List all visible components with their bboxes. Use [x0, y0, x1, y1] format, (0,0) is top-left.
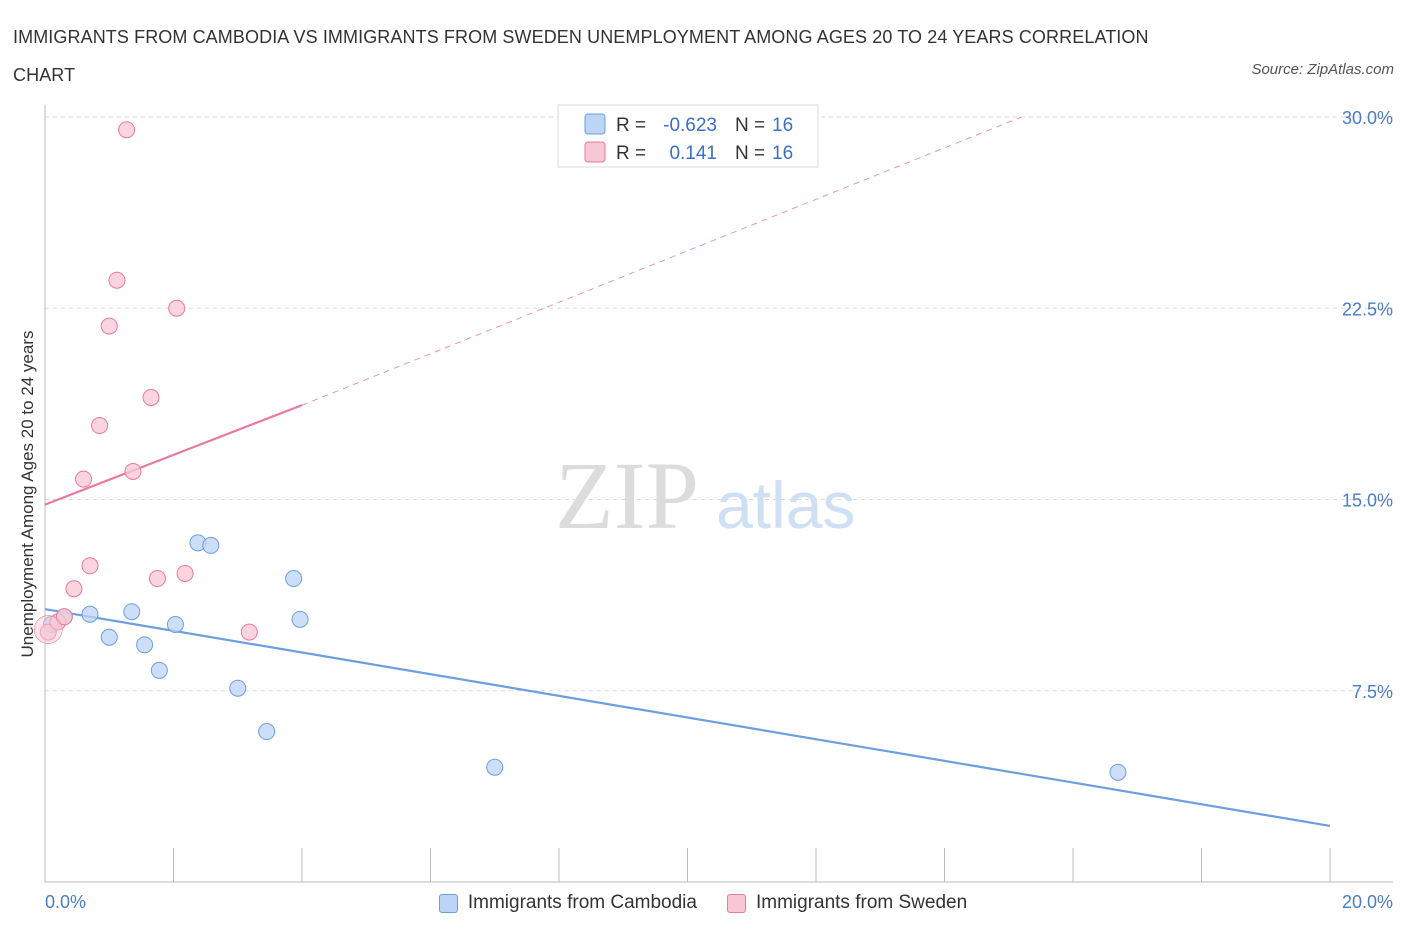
- point-series-0-15: [1109, 763, 1127, 781]
- point-series-1-14: [240, 623, 258, 641]
- point-series-0-2: [81, 605, 99, 623]
- legend-swatch-cambodia-bottom: [438, 893, 458, 913]
- x-tick-label-max: 20.0%: [1342, 892, 1393, 912]
- legend-swatch-sweden: [584, 141, 606, 163]
- point-series-0-12: [285, 570, 303, 588]
- point-series-0-11: [258, 723, 276, 741]
- legend-label-cambodia: Immigrants from Cambodia: [467, 892, 697, 913]
- legend-n-value-2: 16: [772, 143, 793, 164]
- point-series-0-4: [123, 603, 141, 621]
- point-series-1-2: [65, 580, 83, 598]
- axes-layer: [44, 105, 1393, 883]
- chart-title: IMMIGRANTS FROM CAMBODIA VS IMMIGRANTS F…: [13, 27, 1149, 85]
- legend-r-value-2: 0.141: [669, 143, 717, 164]
- trend-extension-series-1: [301, 116, 1022, 406]
- trend-line-series-0: [44, 608, 1331, 827]
- point-series-1-7: [108, 271, 126, 289]
- legend-r-label-1: R =: [616, 115, 646, 136]
- point-series-1-5: [91, 417, 109, 435]
- point-series-1-9: [124, 462, 142, 480]
- point-series-0-7: [166, 615, 184, 633]
- legend-item-cambodia: Immigrants from Cambodia: [438, 892, 697, 914]
- point-series-0-9: [202, 536, 220, 554]
- points-layer: [33, 121, 1127, 781]
- y-tick-label-0: 7.5%: [1352, 682, 1393, 702]
- legend-n-label-2: N =: [735, 143, 765, 164]
- source-label: Source: ZipAtlas.com: [1251, 61, 1394, 78]
- watermark-atlas: atlas: [716, 468, 855, 542]
- y-axis-label: Unemployment Among Ages 20 to 24 years: [18, 331, 37, 658]
- point-cluster-origin: [33, 615, 63, 644]
- point-series-0-13: [291, 610, 309, 628]
- point-series-1-15: [55, 608, 73, 626]
- y-tick-label-2: 22.5%: [1342, 299, 1393, 319]
- y-tick-label-3: 30.0%: [1342, 108, 1393, 128]
- legend-r-value-1: -0.623: [663, 115, 717, 136]
- trend-line-series-1: [44, 404, 303, 506]
- point-series-0-6: [150, 661, 168, 679]
- point-series-1-11: [148, 570, 166, 588]
- series-legend: Immigrants from Cambodia Immigrants from…: [0, 886, 1406, 920]
- grid-layer: [45, 116, 1393, 692]
- point-series-1-3: [75, 470, 93, 488]
- point-series-0-5: [136, 636, 154, 654]
- legend-swatch-sweden-bottom: [726, 893, 746, 913]
- trend-layer: [44, 116, 1331, 827]
- legend-r-label-2: R =: [616, 143, 646, 164]
- point-series-1-4: [81, 557, 99, 575]
- legend-n-label-1: N =: [735, 115, 765, 136]
- legend-item-sweden: Immigrants from Sweden: [726, 892, 968, 914]
- y-tick-labels: 7.5% 15.0% 22.5% 30.0%: [1342, 108, 1393, 702]
- watermark-zip: ZIP: [555, 442, 699, 549]
- point-series-1-6: [100, 317, 118, 335]
- x-tick-label-min: 0.0%: [45, 892, 86, 912]
- legend-n-value-1: 16: [772, 115, 793, 136]
- point-series-0-3: [100, 628, 118, 646]
- point-series-1-8: [118, 121, 136, 139]
- y-tick-label-1: 15.0%: [1342, 491, 1393, 511]
- point-series-1-12: [168, 299, 186, 317]
- point-series-1-13: [176, 564, 194, 582]
- point-series-0-10: [229, 679, 247, 697]
- legend-swatch-cambodia: [584, 113, 606, 135]
- legend-label-sweden: Immigrants from Sweden: [755, 892, 968, 913]
- correlation-legend: R = -0.623 N = 16 R = 0.141 N = 16: [557, 104, 819, 168]
- point-series-1-10: [142, 389, 160, 406]
- point-series-0-14: [486, 758, 504, 776]
